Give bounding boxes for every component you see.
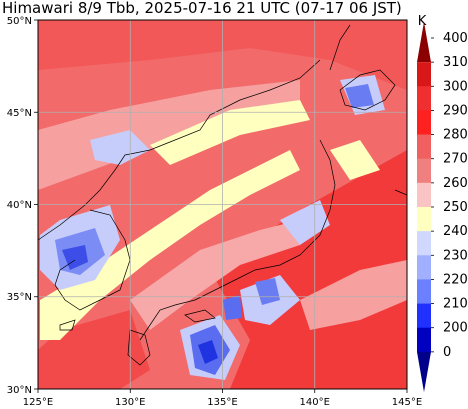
colorbar-segment xyxy=(417,351,431,393)
colorbar-tick-label: 280 xyxy=(443,128,468,143)
lon-tick-label: 140°E xyxy=(300,397,330,408)
lat-tick-label: 35°N xyxy=(7,292,32,303)
colorbar-segment xyxy=(417,207,431,232)
lon-tick-label: 135°E xyxy=(207,397,237,408)
map-title: Himawari 8/9 Tbb, 2025-07-16 21 UTC (07-… xyxy=(2,0,402,17)
colorbar-segment xyxy=(417,158,431,184)
lon-tick-label: 130°E xyxy=(115,397,145,408)
colorbar-segment xyxy=(417,86,431,111)
colorbar: K 400 310 300 290 280 270 260 250 240 230 220 210 20… xyxy=(417,14,468,393)
colorbar-tick-label: 240 xyxy=(443,224,468,239)
colorbar-tick-label: 200 xyxy=(443,321,468,336)
lat-tick-label: 30°N xyxy=(7,385,32,396)
colorbar-segment xyxy=(417,110,431,135)
colorbar-tick-label: 300 xyxy=(443,79,468,94)
lat-tick-label: 45°N xyxy=(7,108,32,119)
colorbar-segment xyxy=(417,255,431,280)
colorbar-tick-label: 250 xyxy=(443,200,468,215)
colorbar-segment xyxy=(417,279,431,304)
coastlines xyxy=(38,24,407,366)
colorbar-tick-label: 400 xyxy=(443,31,468,46)
colorbar-segment xyxy=(417,62,431,87)
colorbar-segment xyxy=(417,21,431,63)
colorbar-unit: K xyxy=(418,14,427,29)
graticule xyxy=(38,20,407,389)
colorbar-tick-label: 220 xyxy=(443,272,468,287)
colorbar-tick-label: 270 xyxy=(443,152,468,167)
colorbar-segment xyxy=(417,303,431,329)
lon-tick-label: 145°E xyxy=(392,397,422,408)
colorbar-tick-label: 0 xyxy=(443,345,451,360)
colorbar-tick-label: 210 xyxy=(443,297,468,312)
tick-marks xyxy=(34,19,408,393)
colorbar-segment xyxy=(417,134,431,160)
colorbar-segment xyxy=(417,182,431,208)
colorbar-tick-label: 310 xyxy=(443,55,468,70)
colorbar-segment xyxy=(417,231,431,256)
lon-tick-label: 125°E xyxy=(23,397,53,408)
colorbar-segment xyxy=(417,327,431,353)
colorbar-tick-label: 260 xyxy=(443,176,468,191)
colorbar-tick-label: 290 xyxy=(443,103,468,118)
lat-tick-label: 50°N xyxy=(7,16,32,27)
lat-tick-label: 40°N xyxy=(7,200,32,211)
colorbar-tick-label: 230 xyxy=(443,248,468,263)
